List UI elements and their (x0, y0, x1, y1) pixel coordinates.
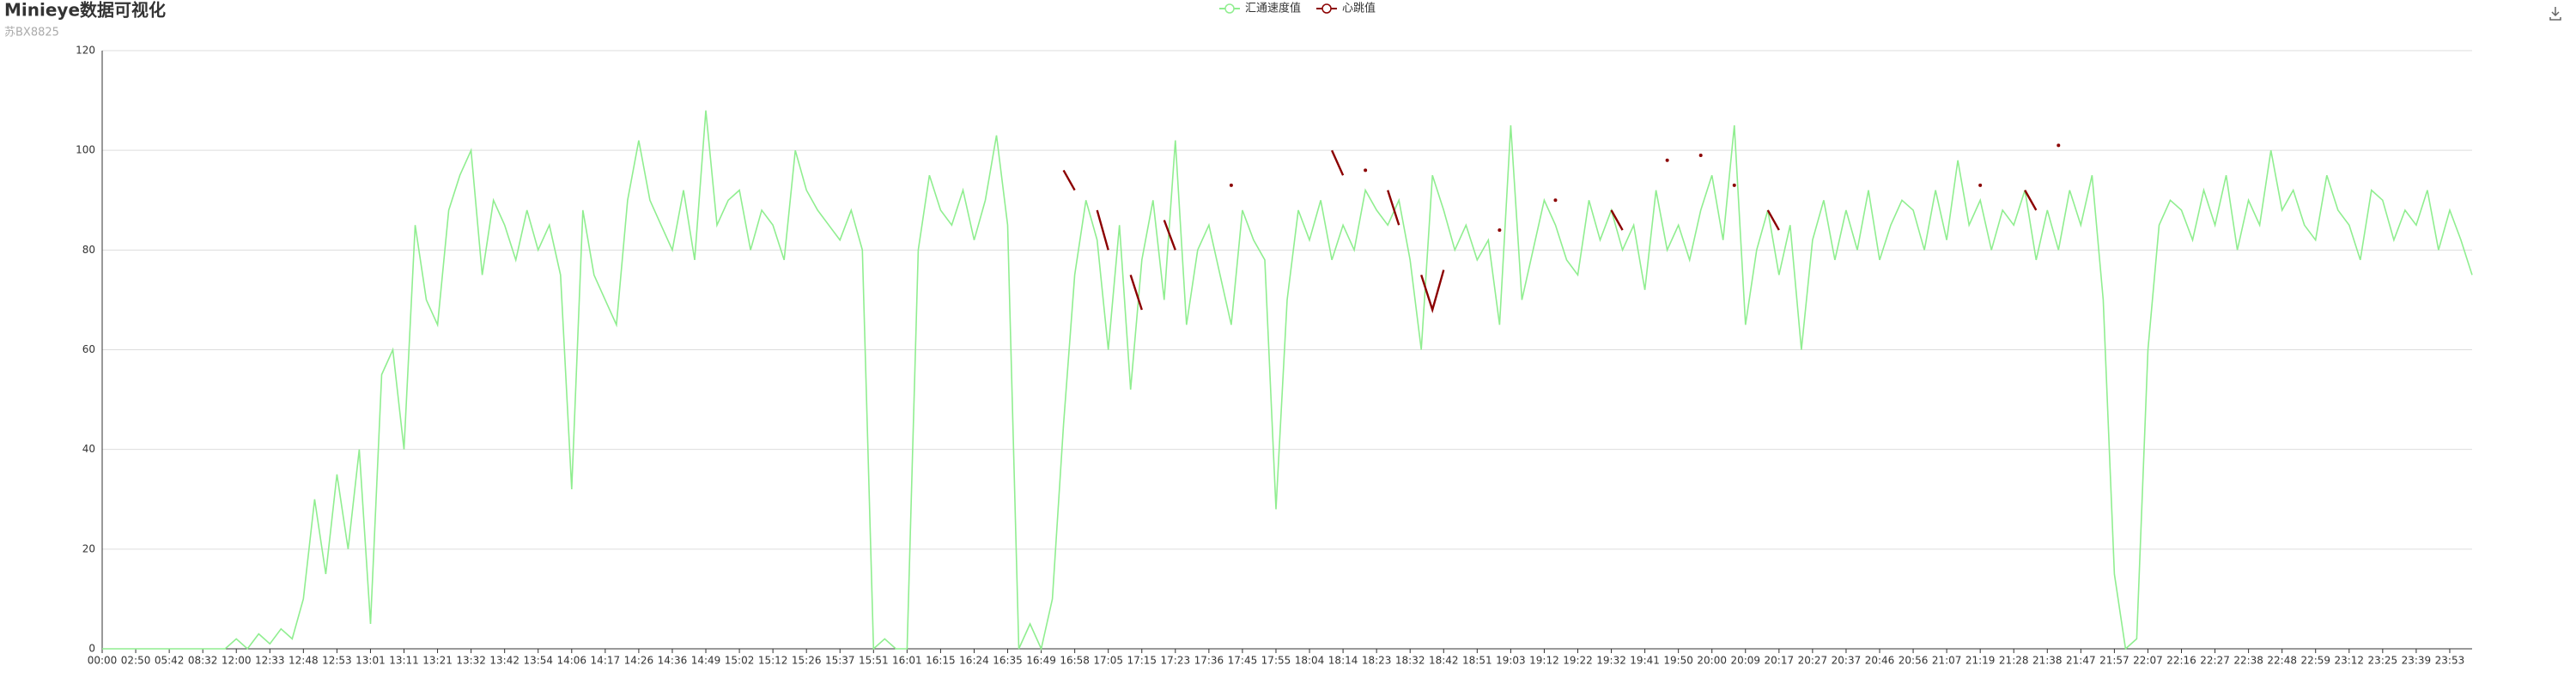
x-tick-label: 16:58 (1060, 655, 1090, 667)
x-tick-label: 19:03 (1496, 655, 1526, 667)
x-tick-label: 18:32 (1395, 655, 1425, 667)
legend-marker (1321, 3, 1332, 14)
x-tick-label: 19:22 (1563, 655, 1593, 667)
x-tick-label: 20:09 (1730, 655, 1760, 667)
x-tick-label: 18:23 (1362, 655, 1392, 667)
x-tick-label: 18:14 (1328, 655, 1358, 667)
x-tick-label: 12:48 (289, 655, 319, 667)
x-tick-label: 19:41 (1630, 655, 1660, 667)
y-tick-label: 100 (76, 144, 95, 156)
x-tick-label: 00:00 (88, 655, 118, 667)
x-tick-label: 14:49 (691, 655, 721, 667)
x-tick-label: 21:38 (2032, 655, 2063, 667)
x-tick-label: 13:54 (523, 655, 553, 667)
y-tick-label: 0 (88, 643, 95, 655)
x-tick-label: 20:56 (1899, 655, 1929, 667)
x-tick-label: 14:17 (591, 655, 621, 667)
x-tick-label: 08:32 (188, 655, 218, 667)
point (1553, 198, 1558, 203)
series-line (1064, 145, 2059, 310)
x-tick-label: 19:12 (1529, 655, 1559, 667)
x-tick-label: 16:49 (1026, 655, 1056, 667)
legend-marker (1224, 3, 1235, 14)
x-tick-label: 17:45 (1228, 655, 1258, 667)
legend-label: 心跳值 (1342, 2, 1376, 15)
x-tick-label: 02:50 (121, 655, 151, 667)
x-tick-label: 20:00 (1697, 655, 1727, 667)
x-tick-label: 21:57 (2099, 655, 2129, 667)
point (1665, 158, 1669, 162)
point (1498, 228, 1502, 233)
series-line (102, 110, 2473, 651)
point (1732, 183, 1736, 187)
x-tick-label: 16:35 (993, 655, 1023, 667)
x-tick-label: 13:42 (489, 655, 519, 667)
x-tick-label: 20:37 (1832, 655, 1862, 667)
x-tick-label: 21:07 (1932, 655, 1962, 667)
x-tick-label: 12:00 (222, 655, 252, 667)
x-tick-label: 18:04 (1295, 655, 1325, 667)
x-tick-label: 23:12 (2334, 655, 2364, 667)
x-tick-label: 16:24 (959, 655, 989, 667)
x-tick-label: 13:32 (456, 655, 486, 667)
x-tick-label: 17:05 (1093, 655, 1123, 667)
x-tick-label: 16:01 (892, 655, 922, 667)
legend-label: 汇通速度值 (1245, 2, 1301, 15)
x-tick-label: 21:19 (1965, 655, 1996, 667)
x-tick-label: 21:47 (2066, 655, 2096, 667)
x-tick-label: 22:27 (2200, 655, 2230, 667)
x-tick-label: 14:36 (658, 655, 688, 667)
y-tick-label: 40 (82, 443, 95, 455)
x-tick-label: 15:12 (758, 655, 788, 667)
download-glyph[interactable] (2549, 7, 2561, 21)
x-tick-label: 15:02 (725, 655, 755, 667)
x-tick-label: 22:48 (2267, 655, 2297, 667)
x-tick-label: 12:53 (322, 655, 352, 667)
x-tick-label: 14:26 (624, 655, 654, 667)
x-tick-label: 14:06 (556, 655, 586, 667)
x-tick-label: 17:15 (1127, 655, 1157, 667)
x-tick-label: 20:17 (1765, 655, 1795, 667)
x-tick-label: 05:42 (155, 655, 185, 667)
point (1978, 183, 1983, 187)
x-tick-label: 22:07 (2133, 655, 2163, 667)
x-tick-label: 17:36 (1194, 655, 1224, 667)
x-tick-label: 15:51 (859, 655, 889, 667)
x-tick-label: 15:37 (825, 655, 855, 667)
x-tick-label: 22:38 (2233, 655, 2263, 667)
chart-title: Minieye数据可视化 (4, 0, 166, 21)
download-icon[interactable] (2549, 7, 2561, 21)
y-tick-label: 80 (82, 244, 95, 256)
x-tick-label: 19:50 (1663, 655, 1693, 667)
x-tick-label: 23:53 (2435, 655, 2465, 667)
x-tick-label: 20:46 (1865, 655, 1895, 667)
x-tick-label: 19:32 (1596, 655, 1626, 667)
y-tick-label: 60 (82, 343, 95, 355)
x-tick-label: 13:21 (422, 655, 453, 667)
x-tick-label: 23:39 (2402, 655, 2432, 667)
y-tick-label: 20 (82, 542, 95, 554)
x-tick-label: 13:11 (389, 655, 419, 667)
x-tick-label: 22:16 (2166, 655, 2196, 667)
x-tick-label: 17:23 (1161, 655, 1191, 667)
x-tick-label: 16:15 (926, 655, 956, 667)
x-tick-label: 23:25 (2368, 655, 2398, 667)
x-tick-label: 17:55 (1261, 655, 1291, 667)
point (2057, 143, 2061, 148)
point (1698, 153, 1703, 157)
x-tick-label: 21:28 (1999, 655, 2029, 667)
chart-subtitle: 苏BX8825 (4, 26, 59, 39)
point (1229, 183, 1233, 187)
x-tick-label: 12:33 (255, 655, 285, 667)
x-tick-label: 22:59 (2300, 655, 2330, 667)
point (1364, 168, 1368, 172)
x-tick-label: 13:01 (355, 655, 386, 667)
x-tick-label: 20:27 (1798, 655, 1828, 667)
x-tick-label: 18:42 (1429, 655, 1459, 667)
x-tick-label: 18:51 (1462, 655, 1492, 667)
legend: 汇通速度值 心跳值 (1219, 2, 1376, 15)
y-tick-label: 120 (76, 45, 95, 57)
x-tick-label: 15:26 (792, 655, 822, 667)
